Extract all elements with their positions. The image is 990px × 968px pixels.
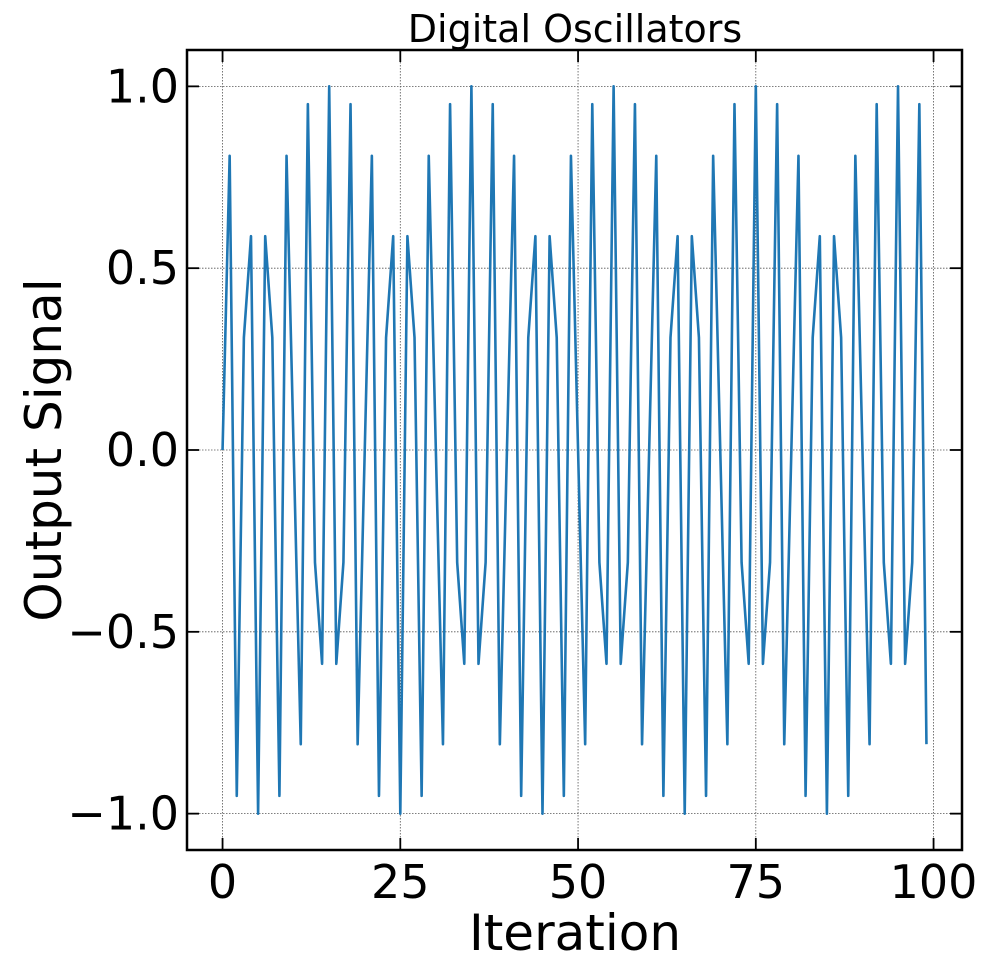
y-tick-label: −0.5 [67,605,179,659]
x-tick-label: 50 [549,855,608,909]
x-tick-label: 0 [208,855,237,909]
y-tick-label: 0.5 [106,241,179,295]
y-tick-label: −1.0 [67,787,179,841]
x-tick-label: 75 [727,855,786,909]
y-axis-label: Output Signal [15,278,73,621]
series-layer [221,85,928,815]
x-tick-label: 25 [371,855,430,909]
y-tick-label: 0.0 [106,423,179,477]
y-tick-label: 1.0 [106,59,179,113]
chart-title: Digital Oscillators [408,7,742,51]
x-tick-label: 100 [890,855,978,909]
axis-ticks: 0 25 50 75 100 −1.0 −0.5 0.0 0.5 1.0 [67,50,977,909]
series-line [221,85,928,815]
x-axis-label: Iteration [469,904,681,962]
